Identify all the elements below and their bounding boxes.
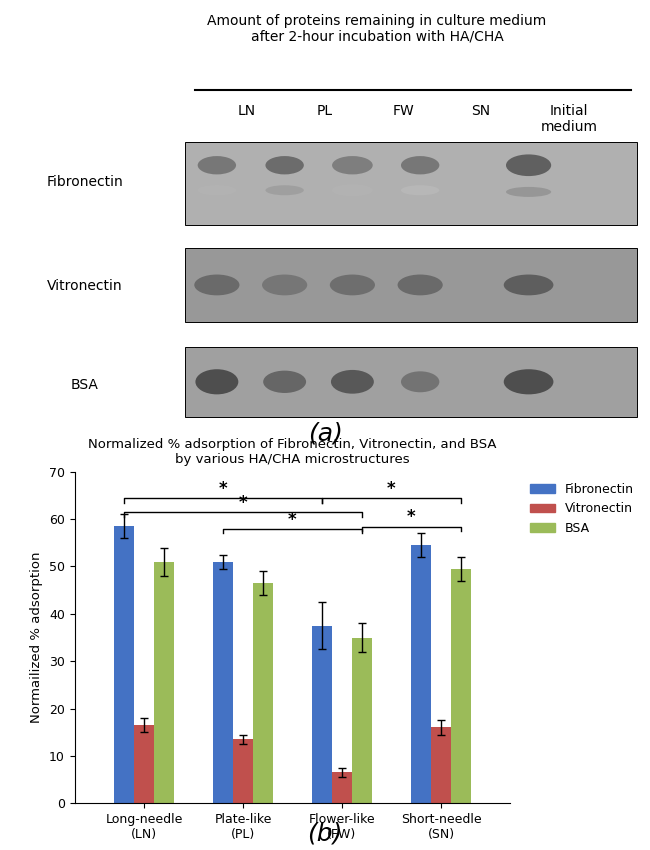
Ellipse shape <box>332 156 372 174</box>
Text: Fibronectin: Fibronectin <box>46 175 123 190</box>
Ellipse shape <box>265 185 304 196</box>
Ellipse shape <box>506 187 551 197</box>
Text: *: * <box>288 511 297 529</box>
Ellipse shape <box>504 369 553 394</box>
Text: Amount of proteins remaining in culture medium
after 2-hour incubation with HA/C: Amount of proteins remaining in culture … <box>207 14 547 43</box>
Ellipse shape <box>198 156 236 174</box>
Ellipse shape <box>398 275 443 295</box>
Ellipse shape <box>330 275 375 295</box>
Ellipse shape <box>198 185 236 196</box>
Text: (a): (a) <box>307 422 343 446</box>
Ellipse shape <box>263 371 306 393</box>
Bar <box>233 740 253 803</box>
Ellipse shape <box>506 155 551 176</box>
Text: *: * <box>219 479 227 498</box>
Text: *: * <box>387 479 396 498</box>
Text: Initial
medium: Initial medium <box>540 104 597 133</box>
Ellipse shape <box>196 369 239 394</box>
Title: Normalized % adsorption of Fibronectin, Vitronectin, and BSA
by various HA/CHA m: Normalized % adsorption of Fibronectin, … <box>88 439 497 467</box>
Bar <box>431 728 451 803</box>
Bar <box>154 562 174 803</box>
Bar <box>213 562 233 803</box>
Bar <box>185 248 637 322</box>
Bar <box>411 545 431 803</box>
Text: FW: FW <box>392 104 414 117</box>
Legend: Fibronectin, Vitronectin, BSA: Fibronectin, Vitronectin, BSA <box>525 478 639 540</box>
Text: LN: LN <box>238 104 256 117</box>
Bar <box>312 626 332 803</box>
Bar <box>352 638 372 803</box>
Ellipse shape <box>265 156 304 174</box>
Bar <box>253 583 273 803</box>
Ellipse shape <box>401 185 439 196</box>
Text: BSA: BSA <box>71 378 98 392</box>
Ellipse shape <box>401 156 439 174</box>
Y-axis label: Normailized % adsorption: Normailized % adsorption <box>31 552 44 723</box>
Bar <box>332 773 352 803</box>
Bar <box>114 526 134 803</box>
Ellipse shape <box>331 370 374 394</box>
Bar <box>185 347 637 416</box>
Text: PL: PL <box>317 104 333 117</box>
Bar <box>185 142 637 225</box>
Text: (b): (b) <box>307 822 343 846</box>
Ellipse shape <box>401 371 439 392</box>
Ellipse shape <box>194 275 239 295</box>
Ellipse shape <box>332 184 372 196</box>
Ellipse shape <box>504 275 553 295</box>
Text: *: * <box>239 494 247 512</box>
Bar <box>451 569 471 803</box>
Text: *: * <box>407 508 415 526</box>
Text: SN: SN <box>471 104 491 117</box>
Ellipse shape <box>262 275 307 295</box>
Text: Vitronectin: Vitronectin <box>47 279 122 293</box>
Bar <box>134 725 154 803</box>
